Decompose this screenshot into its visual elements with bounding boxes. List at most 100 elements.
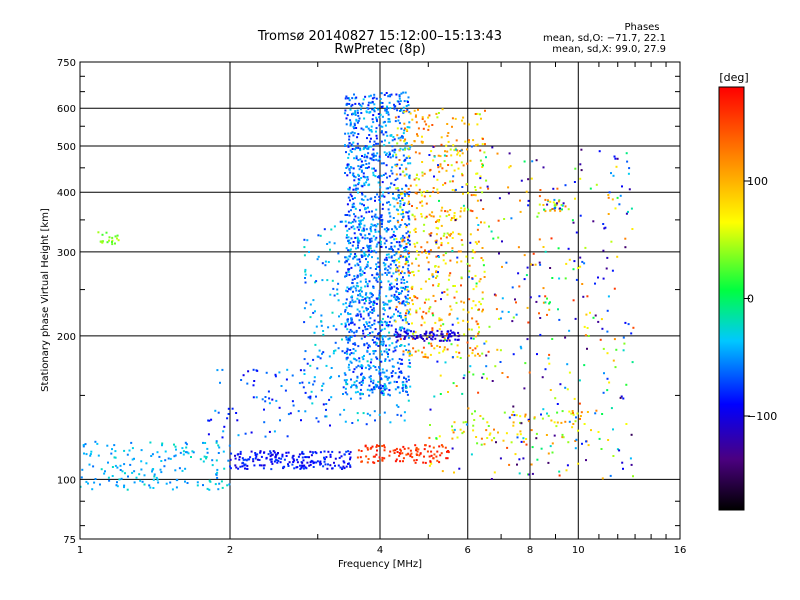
- data-point: [382, 191, 385, 194]
- data-point: [581, 260, 584, 263]
- data-point: [437, 219, 440, 221]
- data-point: [299, 464, 301, 467]
- data-point: [576, 412, 579, 415]
- data-point: [387, 315, 389, 318]
- data-point: [601, 477, 604, 480]
- data-point: [359, 268, 362, 271]
- data-point: [470, 453, 473, 456]
- data-point: [370, 145, 373, 148]
- data-point: [403, 236, 406, 239]
- data-point: [400, 286, 403, 289]
- data-point: [388, 307, 391, 310]
- data-point: [444, 339, 447, 341]
- data-point: [363, 343, 366, 346]
- data-point: [437, 246, 440, 249]
- data-point: [382, 301, 385, 304]
- data-point: [406, 211, 409, 214]
- data-point: [148, 484, 151, 487]
- data-point: [336, 288, 339, 291]
- data-point: [366, 176, 369, 178]
- data-point: [490, 439, 493, 442]
- data-point: [403, 174, 406, 177]
- data-point: [354, 253, 357, 255]
- data-point: [406, 130, 409, 132]
- data-point: [365, 299, 367, 302]
- data-point: [107, 461, 109, 464]
- data-point: [345, 306, 348, 309]
- data-point: [345, 167, 348, 169]
- data-point: [368, 95, 371, 98]
- data-point: [508, 152, 511, 155]
- data-point: [409, 385, 412, 388]
- data-point: [368, 353, 371, 356]
- data-point: [326, 467, 329, 470]
- data-point: [369, 447, 372, 450]
- data-point: [216, 468, 219, 471]
- data-point: [167, 457, 170, 460]
- data-point: [434, 321, 437, 324]
- data-point: [390, 324, 393, 327]
- data-point: [368, 376, 371, 379]
- data-point: [476, 112, 479, 115]
- data-point: [369, 375, 372, 378]
- data-point: [334, 349, 337, 352]
- data-point: [358, 117, 361, 120]
- data-point: [420, 140, 423, 143]
- data-point: [97, 454, 100, 457]
- data-point: [512, 410, 515, 413]
- data-point: [244, 467, 246, 470]
- data-point: [396, 177, 399, 180]
- data-point: [242, 374, 245, 377]
- data-point: [352, 370, 355, 373]
- data-point: [342, 460, 345, 463]
- data-point: [553, 209, 556, 212]
- data-point: [415, 449, 418, 452]
- data-point: [352, 141, 355, 144]
- data-point: [531, 160, 534, 163]
- data-point: [276, 461, 279, 464]
- data-point: [423, 321, 426, 324]
- data-point: [414, 218, 417, 221]
- stats-o-line: mean, sd,O: −71.7, 22.1: [543, 33, 666, 44]
- data-point: [287, 465, 290, 467]
- data-point: [374, 419, 376, 422]
- data-point: [415, 311, 418, 314]
- data-point: [432, 314, 435, 317]
- data-point: [395, 447, 398, 450]
- data-point: [391, 228, 393, 231]
- data-point: [245, 459, 248, 462]
- data-point: [469, 365, 472, 368]
- data-point: [383, 258, 386, 261]
- data-point: [389, 156, 392, 159]
- data-point: [314, 310, 316, 313]
- data-point: [359, 158, 362, 161]
- data-point: [182, 450, 185, 453]
- data-point: [551, 277, 554, 279]
- data-point: [449, 209, 452, 211]
- data-point: [246, 467, 249, 470]
- data-point: [390, 275, 393, 278]
- data-point: [417, 448, 420, 451]
- data-point: [363, 251, 366, 254]
- data-point: [388, 151, 391, 154]
- data-point: [574, 197, 576, 200]
- data-point: [113, 456, 116, 459]
- data-point: [151, 470, 153, 473]
- data-point: [405, 168, 408, 171]
- data-point: [403, 140, 406, 143]
- data-point: [402, 302, 405, 305]
- data-point: [357, 165, 360, 168]
- data-point: [328, 355, 331, 358]
- data-point: [524, 415, 527, 418]
- data-point: [407, 241, 410, 244]
- data-point: [351, 203, 354, 206]
- data-point: [396, 187, 399, 190]
- data-point: [616, 255, 619, 258]
- data-point: [309, 461, 312, 464]
- data-point: [397, 213, 400, 216]
- data-point: [421, 135, 423, 138]
- data-point: [308, 464, 311, 467]
- data-point: [477, 224, 480, 226]
- data-point: [395, 153, 398, 156]
- data-point: [247, 370, 250, 373]
